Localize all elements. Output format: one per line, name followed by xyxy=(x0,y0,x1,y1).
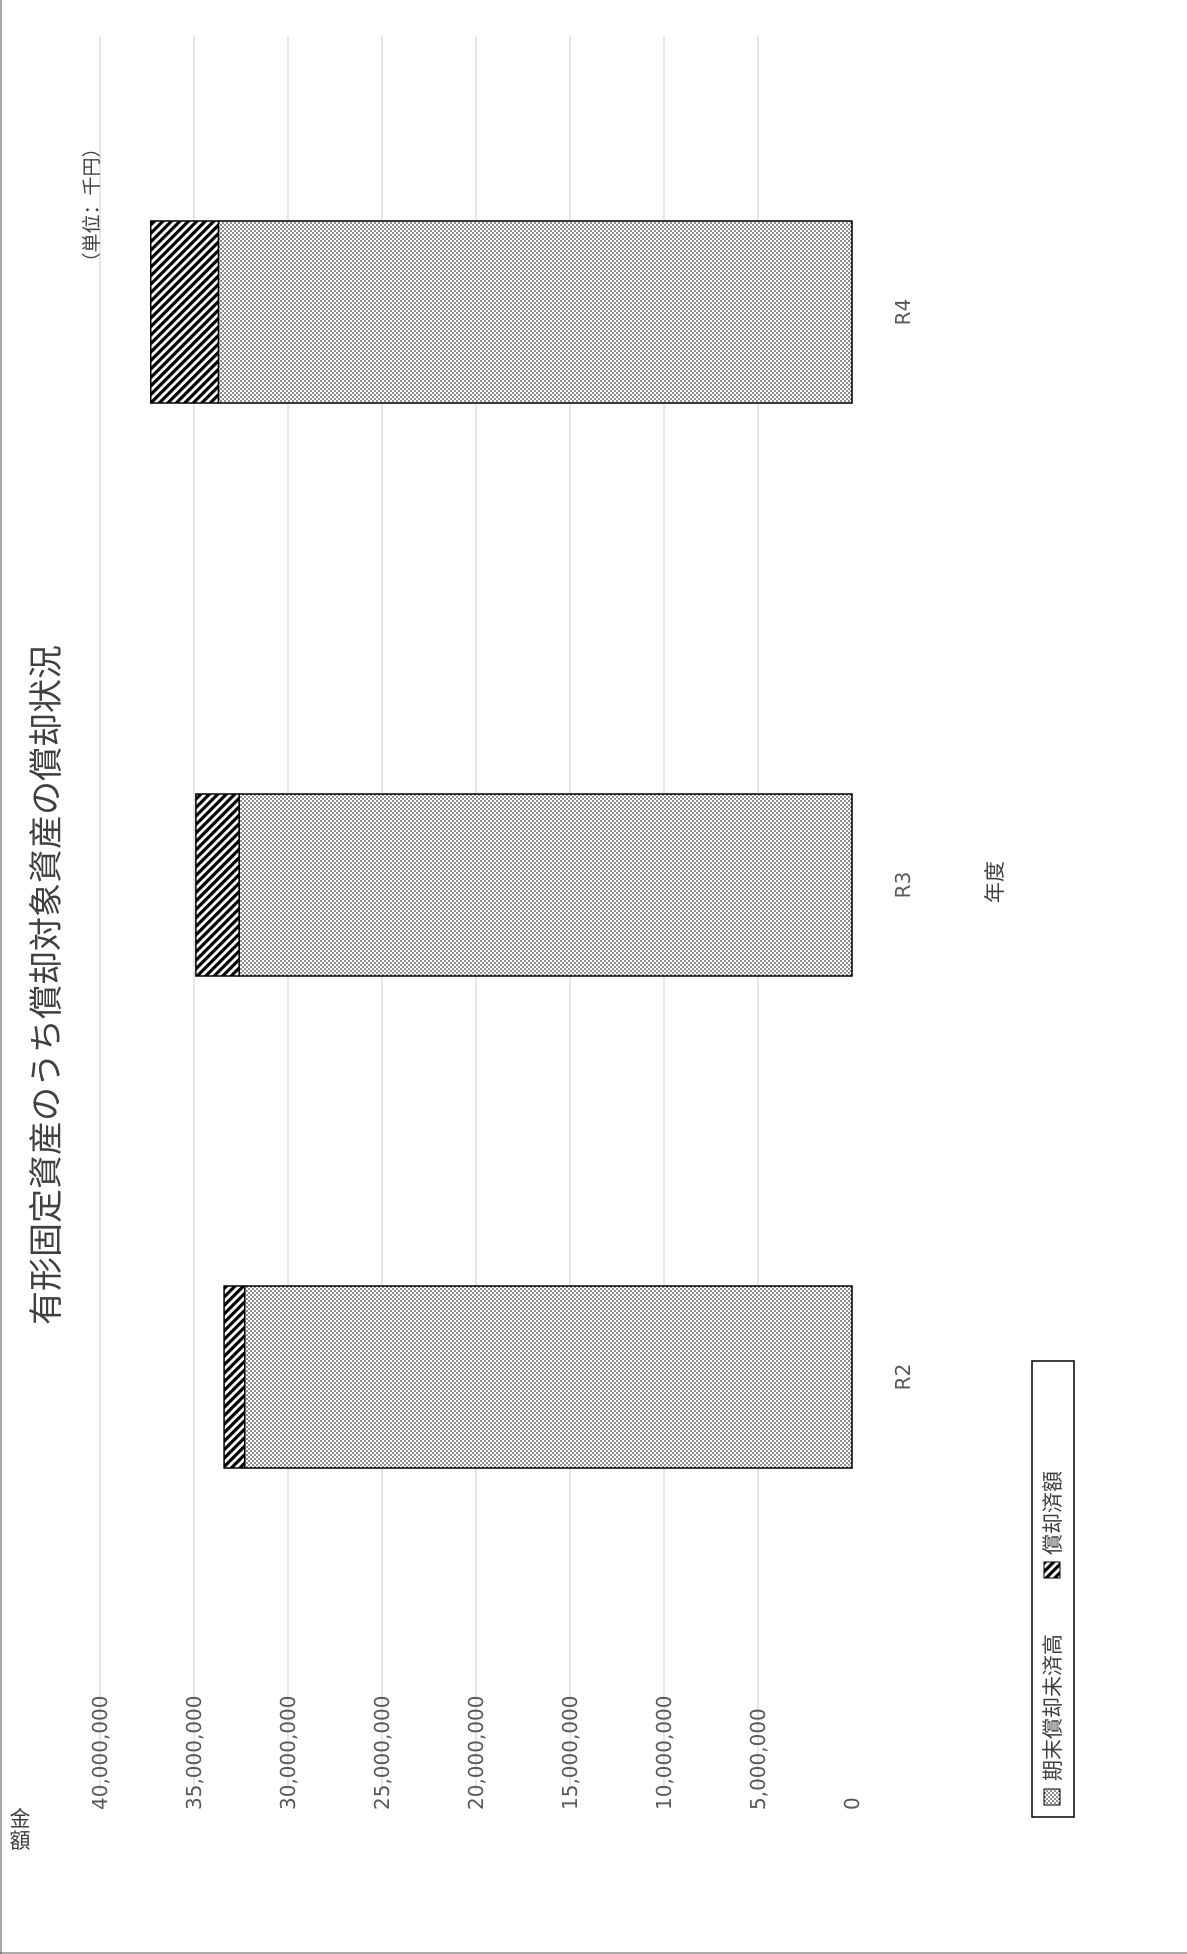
legend-label-amortized: 償却済額 xyxy=(1041,1471,1065,1555)
x-tick-labels: R2 R3 R4 xyxy=(891,299,915,1391)
legend-swatch-unamortized xyxy=(1043,1788,1061,1806)
bar-r4-amortized xyxy=(150,220,220,404)
x-tick-label: R3 xyxy=(891,872,915,899)
chart-title: 有形固定資産のうち償却対象資産の償却状況 xyxy=(27,645,67,1325)
y-tick-label: 40,000,000 xyxy=(88,1695,112,1810)
bar-r3-unamortized xyxy=(238,793,853,977)
y-tick-label: 0 xyxy=(840,1797,864,1810)
y-tick-label: 35,000,000 xyxy=(182,1695,206,1810)
legend-box xyxy=(1031,1360,1075,1818)
legend-label-unamortized: 期末償却未済高 xyxy=(1041,1634,1065,1781)
legend: 期末償却未済高 償却済額 xyxy=(1031,1360,1075,1818)
bars xyxy=(150,220,853,1469)
x-tick-label: R2 xyxy=(891,1364,915,1391)
unit-note: （単位：千円） xyxy=(81,138,103,271)
legend-swatch-amortized xyxy=(1043,1561,1061,1579)
y-tick-label: 25,000,000 xyxy=(370,1695,394,1810)
y-tick-label: 10,000,000 xyxy=(652,1695,676,1810)
y-tick-label: 15,000,000 xyxy=(558,1695,582,1810)
y-axis-title: 金額 xyxy=(10,1807,31,1853)
x-tick-label: R4 xyxy=(891,299,915,326)
bar-r2-amortized xyxy=(223,1285,246,1469)
x-axis-title: 年度 xyxy=(983,861,1007,903)
y-tick-label: 5,000,000 xyxy=(746,1708,770,1810)
bar-r4-unamortized xyxy=(217,220,853,404)
y-tick-labels: 0 5,000,000 10,000,000 15,000,000 20,000,000… xyxy=(88,1695,864,1810)
y-tick-label: 30,000,000 xyxy=(276,1695,300,1810)
bar-r2-unamortized xyxy=(244,1285,853,1469)
y-tick-label: 20,000,000 xyxy=(464,1695,488,1810)
bar-r3-amortized xyxy=(195,793,240,977)
